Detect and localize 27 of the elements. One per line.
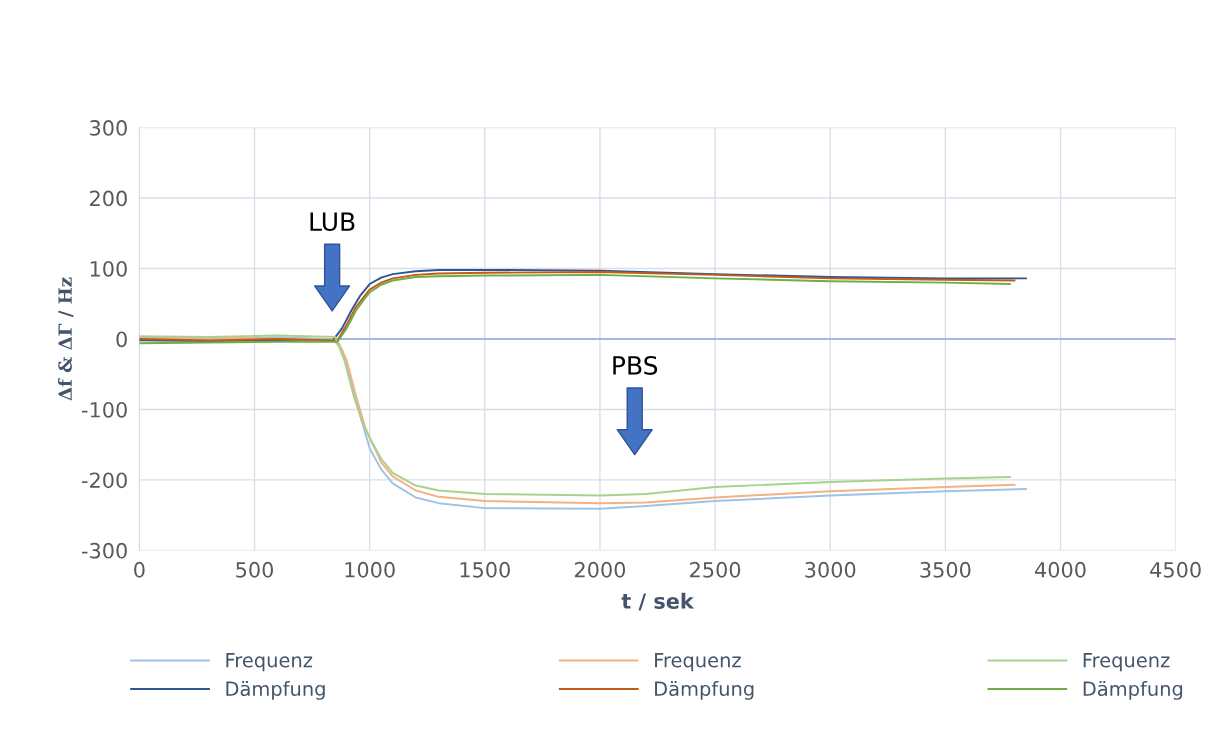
x-tick-label: 0 xyxy=(134,561,145,578)
y-tick-label: -300 xyxy=(82,542,127,559)
x-tick-label: 4500 xyxy=(1150,561,1201,578)
x-tick-label: 500 xyxy=(236,561,274,578)
y-axis-title: Δf & ΔΓ / Hz xyxy=(57,277,74,401)
y-tick-label: -200 xyxy=(82,472,127,489)
x-tick-label: 4000 xyxy=(1035,561,1086,578)
annotation: PBS xyxy=(613,355,658,375)
y-tick-label: 0 xyxy=(116,331,127,348)
x-tick-label: 3500 xyxy=(920,561,971,578)
y-tick-label: 200 xyxy=(90,190,127,207)
legend-label: Dämpfung xyxy=(655,681,754,700)
legend-label: Frequenz xyxy=(226,653,313,672)
legend-label: Dämpfung xyxy=(1083,681,1183,700)
y-tick-label: 300 xyxy=(90,120,127,136)
y-tick-label: -100 xyxy=(82,401,127,418)
legend-label: Frequenz xyxy=(655,653,741,672)
x-tick-label: 1500 xyxy=(460,561,510,578)
x-tick-label: 3000 xyxy=(805,561,856,578)
legend-label: Frequenz xyxy=(1083,653,1170,672)
x-axis-title: t / sek xyxy=(621,592,695,611)
annotation: LUB xyxy=(310,212,355,232)
x-tick-label: 1000 xyxy=(345,561,395,578)
legend-label: Dämpfung xyxy=(226,681,325,700)
x-tick-label: 2000 xyxy=(574,561,626,578)
y-tick-label: 100 xyxy=(90,260,127,277)
x-tick-label: 2500 xyxy=(690,561,741,578)
